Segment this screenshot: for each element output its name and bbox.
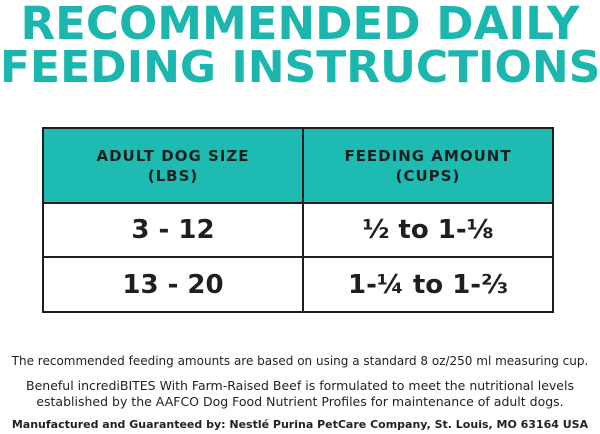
aafco-statement-line-2: established by the AAFCO Dog Food Nutrie…	[36, 394, 564, 409]
header-dog-size-unit: (LBS)	[147, 166, 199, 185]
aafco-statement-line-1: Beneful incrediBITES With Farm-Raised Be…	[26, 378, 574, 393]
table-row-1-amount: ½ to 1-⅛	[362, 215, 494, 245]
table-row-1-size: 3 - 12	[131, 215, 215, 245]
table-row-2-size: 13 - 20	[122, 269, 224, 300]
header-dog-size: ADULT DOG SIZE (LBS)	[44, 129, 302, 202]
header-feeding-amount: FEEDING AMOUNT (CUPS)	[304, 129, 552, 202]
table-header-row	[44, 129, 552, 204]
header-feeding-amount-label: FEEDING AMOUNT	[344, 146, 512, 165]
feeding-table: ADULT DOG SIZE (LBS) FEEDING AMOUNT (CUP…	[42, 127, 554, 313]
page-title-line-1: RECOMMENDED DAILY	[20, 0, 580, 50]
table-row-2-amount: 1-¼ to 1-⅔	[348, 269, 508, 300]
measuring-cup-note: The recommended feeding amounts are base…	[11, 354, 589, 368]
page-title-line-2: FEEDING INSTRUCTIONS	[0, 42, 600, 93]
header-dog-size-label: ADULT DOG SIZE	[96, 146, 250, 165]
header-feeding-amount-unit: (CUPS)	[395, 166, 461, 185]
column-divider	[302, 129, 304, 311]
row-divider	[44, 256, 552, 258]
manufacturer-note: Manufactured and Guaranteed by: Nestlé P…	[11, 418, 589, 431]
